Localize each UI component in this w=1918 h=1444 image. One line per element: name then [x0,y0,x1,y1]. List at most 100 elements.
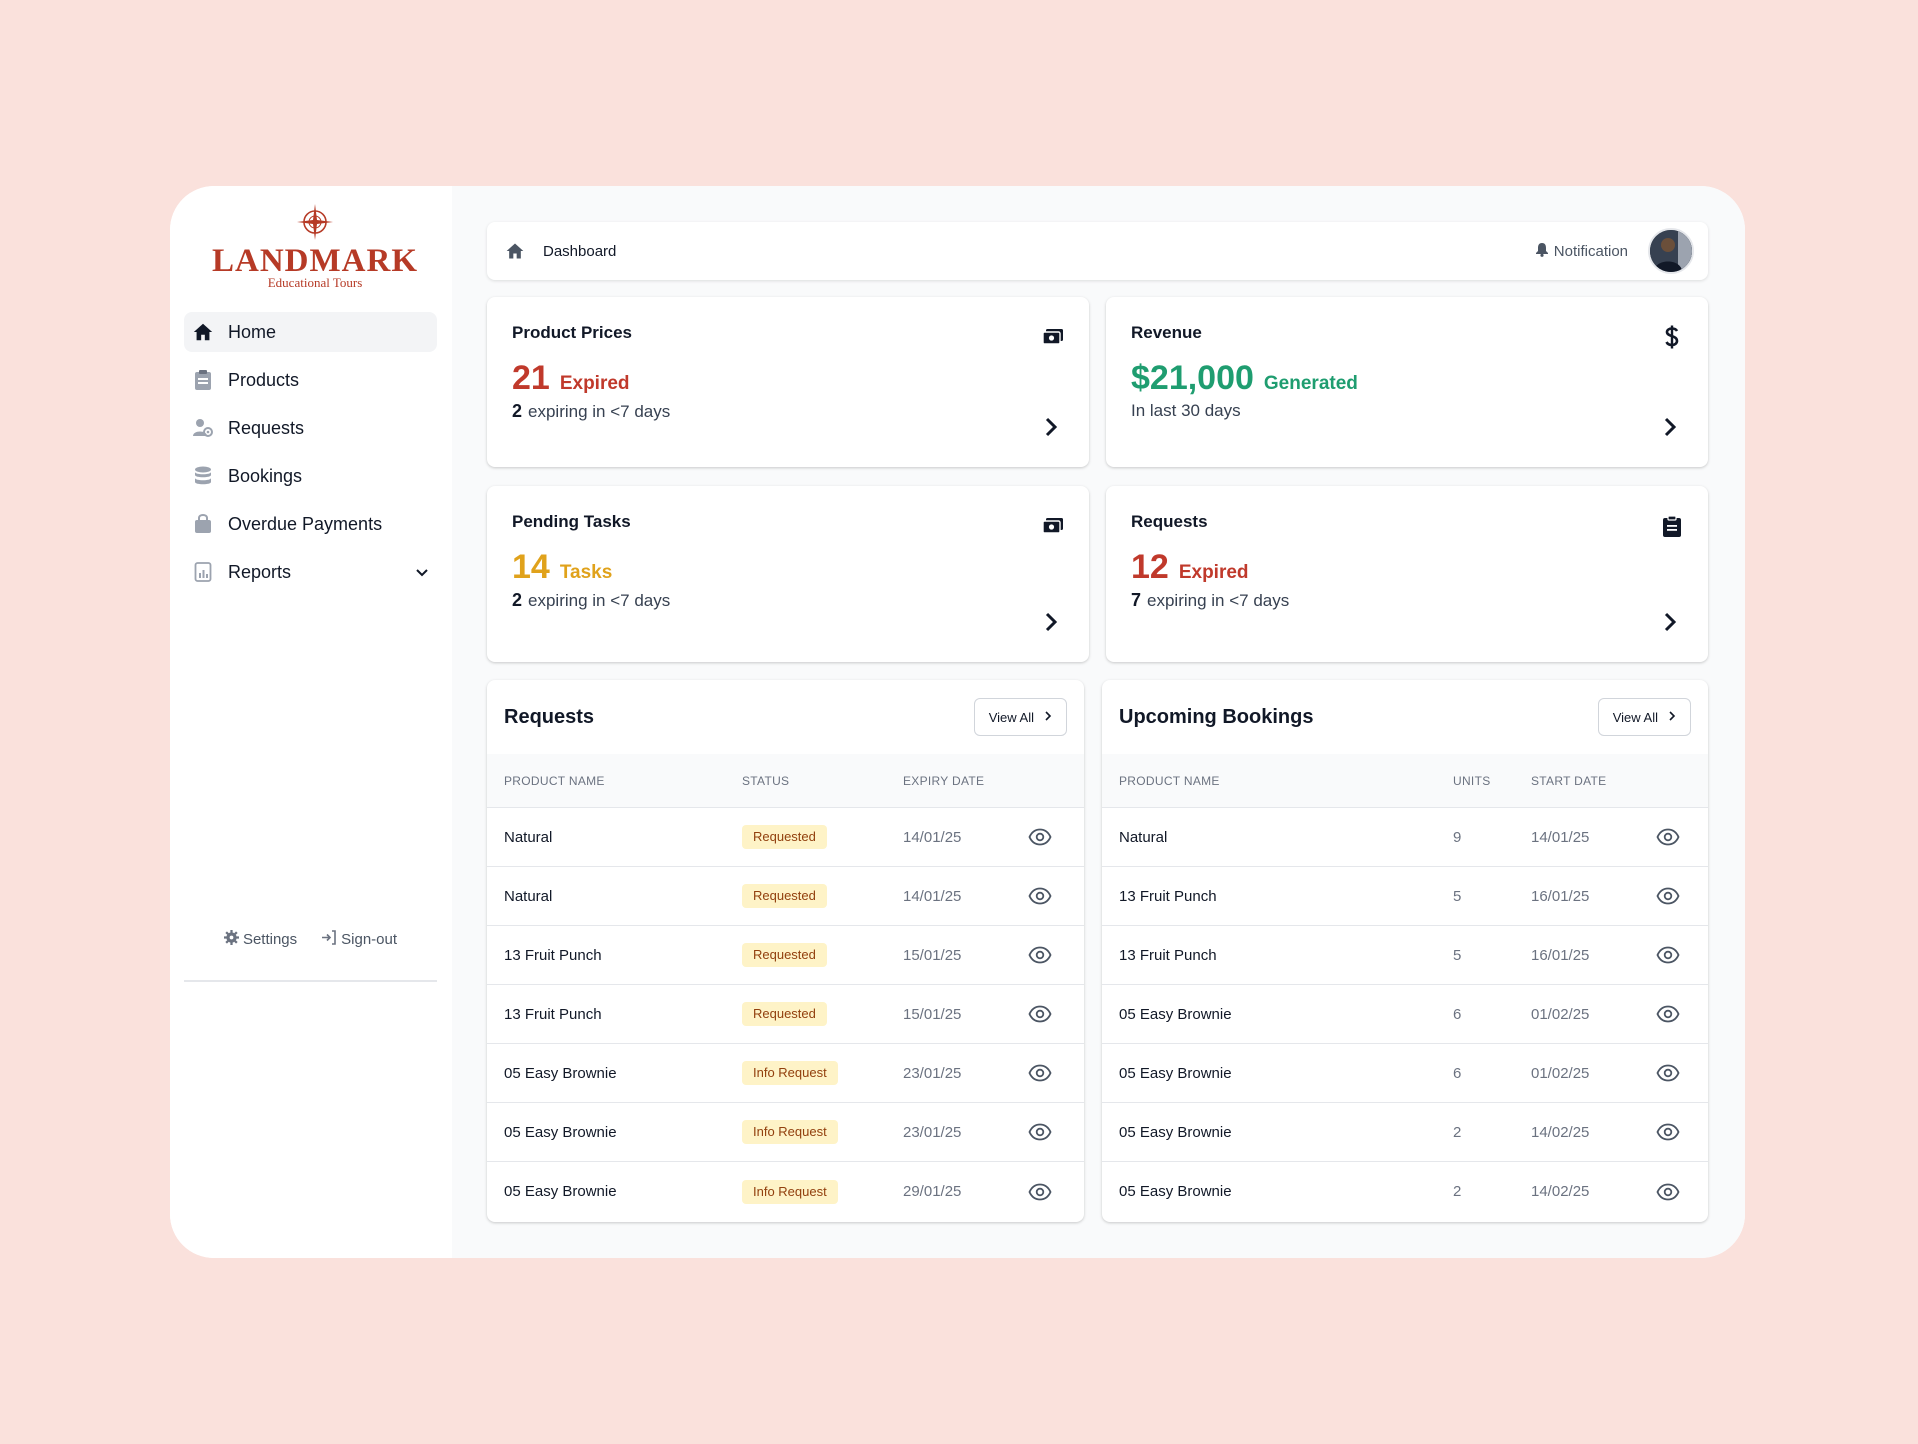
table-column-headers: PRODUCT NAME STATUS EXPIRY DATE [487,754,1084,808]
table-row[interactable]: 05 Easy Brownie 6 01/02/25 [1102,985,1708,1044]
stat-word: Tasks [559,562,613,583]
table-row[interactable]: 13 Fruit Punch Requested 15/01/25 [487,985,1084,1044]
product-name-cell: 05 Easy Brownie [1119,1123,1232,1141]
sidebar-item-bookings[interactable]: Bookings [184,456,437,496]
table-row[interactable]: 13 Fruit Punch 5 16/01/25 [1102,926,1708,985]
units-cell: 6 [1453,1064,1462,1082]
eye-icon[interactable] [1656,1002,1680,1026]
eye-icon[interactable] [1028,1061,1052,1085]
stat-main: 14 Tasks [512,548,1064,586]
start-date-cell: 14/02/25 [1531,1123,1590,1141]
notification-button[interactable]: Notification [1535,242,1628,261]
stat-sub-count: 2 [512,401,523,421]
revenue-card: Revenue $21,000 Generated In last 30 day… [1106,297,1708,467]
table-row[interactable]: 13 Fruit Punch Requested 15/01/25 [487,926,1084,985]
sidebar-divider [184,980,437,982]
avatar[interactable] [1648,228,1694,274]
table-row[interactable]: 05 Easy Brownie Info Request 29/01/25 [487,1162,1084,1221]
stat-main: 21 Expired [512,359,1064,397]
breadcrumb[interactable]: Dashboard [543,242,617,260]
product-name-cell: 13 Fruit Punch [504,1005,602,1023]
sidebar-item-home[interactable]: Home [184,312,437,352]
table-row[interactable]: Natural 9 14/01/25 [1102,808,1708,867]
eye-icon[interactable] [1656,1061,1680,1085]
chevron-right-icon[interactable] [1041,610,1061,634]
stat-subtext: 7 expiring in <7 days [1131,590,1683,611]
column-header: EXPIRY DATE [903,773,985,788]
chevron-down-icon[interactable] [415,565,429,579]
table-row[interactable]: 05 Easy Brownie 2 14/02/25 [1102,1162,1708,1221]
eye-icon[interactable] [1656,1180,1680,1204]
expiry-date-cell: 15/01/25 [903,946,962,964]
status-badge: Requested [742,825,827,849]
chevron-right-icon[interactable] [1660,610,1680,634]
clipboard-icon [192,369,214,391]
expiry-date-cell: 14/01/25 [903,887,962,905]
stat-value: $21,000 [1131,359,1254,397]
signout-link[interactable]: Sign-out [321,930,397,949]
sidebar-item-requests[interactable]: Requests [184,408,437,448]
sidebar-item-label: Requests [228,417,305,438]
table-row[interactable]: 05 Easy Brownie 6 01/02/25 [1102,1044,1708,1103]
eye-icon[interactable] [1028,825,1052,849]
notification-label: Notification [1553,242,1628,260]
clipboard-icon [1660,514,1684,538]
bookings-table-card: Upcoming Bookings View All PRODUCT NAME … [1102,680,1708,1222]
table-row[interactable]: Natural Requested 14/01/25 [487,808,1084,867]
user-gear-icon [192,417,214,439]
start-date-cell: 01/02/25 [1531,1064,1590,1082]
sidebar-item-reports[interactable]: Reports [184,552,437,592]
product-name-cell: Natural [1119,828,1168,846]
expiry-date-cell: 15/01/25 [903,1005,962,1023]
eye-icon[interactable] [1656,943,1680,967]
view-all-label: View All [988,709,1034,725]
requests-card: Requests 12 Expired 7 expiring in <7 days [1106,486,1708,662]
app-window: LANDMARK Educational Tours Home Products [170,186,1745,1258]
product-name-cell: 13 Fruit Punch [1119,946,1217,964]
sign-out-icon [321,930,337,949]
status-cell: Requested [742,825,903,849]
status-cell: Info Request [742,1120,903,1144]
eye-icon[interactable] [1656,825,1680,849]
product-name-cell: 13 Fruit Punch [504,946,602,964]
chevron-right-icon[interactable] [1660,415,1680,439]
stat-sub-label: expiring in <7 days [528,591,671,610]
eye-icon[interactable] [1656,1120,1680,1144]
eye-icon[interactable] [1028,1180,1052,1204]
eye-icon[interactable] [1656,884,1680,908]
product-name-cell: 13 Fruit Punch [1119,887,1217,905]
eye-icon[interactable] [1028,943,1052,967]
start-date-cell: 16/01/25 [1531,946,1590,964]
chevron-right-icon[interactable] [1041,415,1061,439]
table-row[interactable]: 13 Fruit Punch 5 16/01/25 [1102,867,1708,926]
units-cell: 5 [1453,887,1462,905]
home-icon[interactable] [505,240,527,262]
view-all-label: View All [1612,709,1658,725]
status-cell: Info Request [742,1179,903,1204]
brand-logo[interactable]: LANDMARK Educational Tours [210,202,420,302]
eye-icon[interactable] [1028,1002,1052,1026]
product-name-cell: 05 Easy Brownie [1119,1064,1232,1082]
table-header-bar: Upcoming Bookings View All [1102,680,1708,754]
units-cell: 5 [1453,946,1462,964]
sidebar-item-label: Reports [228,561,292,582]
table-row[interactable]: 05 Easy Brownie Info Request 23/01/25 [487,1103,1084,1162]
view-all-button[interactable]: View All [973,698,1067,736]
stat-sub-label: expiring in <7 days [528,402,671,421]
product-name-cell: Natural [504,828,553,846]
table-row[interactable]: Natural Requested 14/01/25 [487,867,1084,926]
eye-icon[interactable] [1028,1120,1052,1144]
status-cell: Info Request [742,1061,903,1085]
settings-link[interactable]: Settings [223,930,297,949]
table-row[interactable]: 05 Easy Brownie 2 14/02/25 [1102,1103,1708,1162]
sidebar-item-overdue-payments[interactable]: Overdue Payments [184,504,437,544]
product-name-cell: 05 Easy Brownie [504,1183,617,1200]
table-body: Natural Requested 14/01/25 Natural Requested… [487,808,1084,1221]
eye-icon[interactable] [1028,884,1052,908]
start-date-cell: 01/02/25 [1531,1005,1590,1023]
product-prices-card: Product Prices 21 Expired 2 expiring in <… [487,297,1089,467]
view-all-button[interactable]: View All [1597,698,1691,736]
database-icon [192,465,214,487]
table-row[interactable]: 05 Easy Brownie Info Request 23/01/25 [487,1044,1084,1103]
sidebar-item-products[interactable]: Products [184,360,437,400]
